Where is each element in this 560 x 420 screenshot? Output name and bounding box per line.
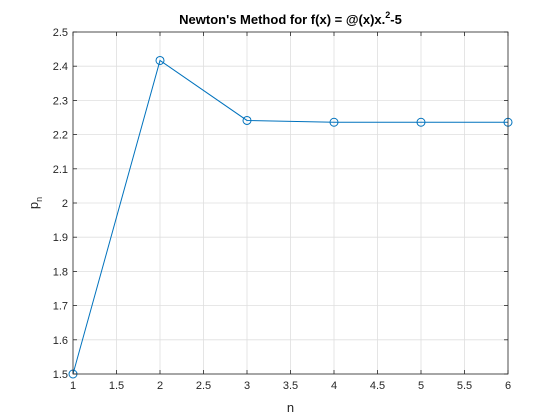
y-tick-label: 1.5 — [53, 369, 68, 381]
data-point-marker — [416, 117, 426, 127]
x-tick-label: 1 — [70, 380, 76, 392]
x-tick-label: 2 — [157, 380, 163, 392]
y-tick-label: 2.2 — [53, 130, 68, 142]
x-tick-labels: 1 1.5 2 2.5 3 3.5 4 4.5 5 5.5 6 — [70, 380, 511, 392]
x-tick-label: 5 — [418, 380, 424, 392]
x-axis-label: n — [287, 400, 294, 415]
chart-title-superscript: 2 — [385, 10, 390, 20]
x-tick-label: 3 — [244, 380, 250, 392]
data-point-marker — [329, 117, 339, 127]
series-line — [72, 59, 508, 375]
y-tick-label: 1.9 — [53, 232, 68, 244]
x-tick-label: 3.5 — [283, 380, 298, 392]
x-tick-label: 1.5 — [109, 380, 124, 392]
x-tick-label: 5.5 — [457, 380, 472, 392]
x-tick-label: 2.5 — [196, 380, 211, 392]
x-tick-label: 4 — [331, 380, 337, 392]
y-tick-label: 1.7 — [53, 301, 68, 313]
y-tick-label: 2.5 — [53, 27, 68, 39]
y-tick-label: 1.8 — [53, 266, 68, 278]
y-axis-label-subscript: n — [34, 197, 44, 202]
y-tick-label: 1.6 — [53, 335, 68, 347]
x-tick-label: 6 — [505, 380, 511, 392]
y-tick-label: 2 — [62, 198, 68, 210]
y-axis-label-main: p — [26, 202, 41, 209]
y-tick-label: 2.4 — [53, 61, 68, 73]
y-tick-label: 2.3 — [53, 95, 68, 107]
chart-title-prefix: Newton's Method for f(x) = @(x)x. — [179, 12, 385, 27]
data-point-marker — [242, 115, 252, 125]
y-axis-label: pn — [26, 197, 44, 209]
chart-title: Newton's Method for f(x) = @(x)x.2-5 — [179, 10, 402, 27]
y-tick-labels: 1.5 1.6 1.7 1.8 1.9 2 2.1 2.2 2.3 2.4 2.5 — [53, 27, 68, 381]
data-point-marker — [155, 55, 165, 65]
chart-title-suffix: -5 — [390, 12, 402, 27]
y-tick-label: 2.1 — [53, 164, 68, 176]
x-tick-label: 4.5 — [370, 380, 385, 392]
tick-marks — [72, 31, 509, 375]
plot-area — [68, 31, 513, 379]
